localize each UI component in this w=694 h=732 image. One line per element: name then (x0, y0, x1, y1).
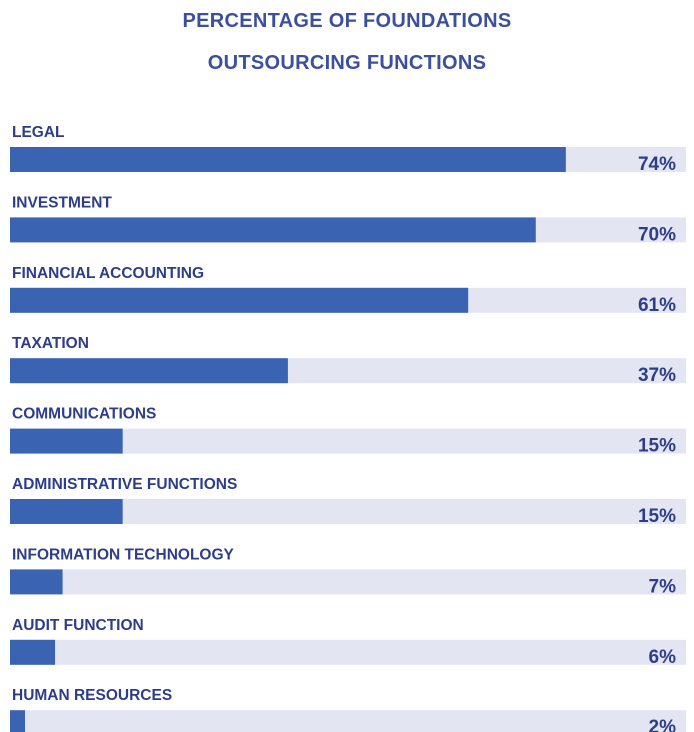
value-label: 70% (638, 224, 676, 245)
category-label: LEGAL (12, 124, 65, 141)
bar-track (10, 710, 686, 732)
bar (10, 639, 56, 665)
chart-title: OUTSOURCING FUNCTIONS (208, 52, 487, 74)
category-label: HUMAN RESOURCES (12, 687, 172, 704)
bar (10, 287, 469, 313)
bar-track (10, 569, 686, 595)
value-label: 37% (638, 365, 676, 386)
category-label: ADMINISTRATIVE FUNCTIONS (12, 476, 237, 493)
value-label: 2% (649, 717, 677, 732)
category-label: FINANCIAL ACCOUNTING (12, 265, 204, 282)
category-label: INFORMATION TECHNOLOGY (12, 546, 235, 563)
bar (10, 428, 123, 454)
value-label: 15% (638, 436, 676, 457)
value-label: 6% (649, 647, 677, 668)
category-label: INVESTMENT (12, 194, 112, 211)
chart-title: PERCENTAGE OF FOUNDATIONS (183, 10, 512, 32)
bar-track (10, 639, 686, 665)
bar (10, 499, 123, 524)
bar (10, 569, 63, 595)
bar (10, 358, 288, 384)
value-label: 15% (638, 506, 676, 527)
bar (10, 147, 566, 172)
value-label: 74% (638, 154, 676, 175)
value-label: 7% (649, 576, 677, 597)
category-label: AUDIT FUNCTION (12, 617, 144, 634)
bar (10, 710, 26, 732)
category-label: COMMUNICATIONS (12, 406, 156, 423)
category-label: TAXATION (12, 335, 89, 352)
value-label: 61% (638, 295, 676, 316)
bar (10, 217, 536, 243)
